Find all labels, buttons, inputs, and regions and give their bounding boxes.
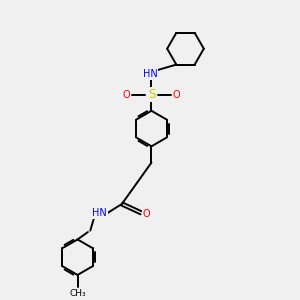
Text: O: O bbox=[173, 89, 180, 100]
Text: HN: HN bbox=[142, 69, 158, 79]
Text: O: O bbox=[122, 89, 130, 100]
Text: HN: HN bbox=[92, 208, 107, 218]
Text: CH₃: CH₃ bbox=[69, 289, 86, 298]
Text: S: S bbox=[148, 88, 155, 101]
Text: O: O bbox=[142, 209, 150, 219]
